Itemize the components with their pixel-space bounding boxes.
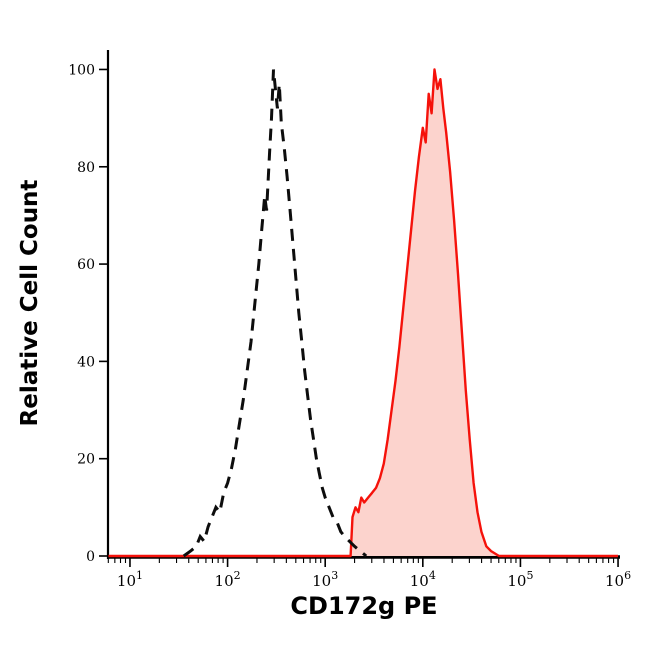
y-tick-label: 40 — [77, 354, 95, 370]
x-tick-exponent: 3 — [331, 569, 338, 582]
y-tick-label: 60 — [77, 257, 95, 273]
x-tick-exponent: 1 — [136, 569, 143, 582]
x-tick-label: 105 — [507, 569, 533, 590]
x-tick-exponent: 6 — [624, 569, 631, 582]
x-tick-label: 104 — [410, 569, 436, 590]
y-tick-label: 20 — [77, 452, 95, 468]
series-line-black-dashed — [182, 69, 368, 558]
series-fill-red-filled — [108, 69, 618, 556]
x-tick-label: 102 — [215, 569, 241, 590]
x-tick-exponent: 5 — [526, 569, 533, 582]
y-tick-label: 100 — [68, 62, 95, 78]
y-axis-title: Relative Cell Count — [17, 179, 43, 427]
x-axis-title: CD172g PE — [290, 592, 438, 620]
series-line-red-filled — [108, 68, 618, 558]
x-tick-label: 103 — [312, 569, 338, 590]
x-tick-label: 106 — [605, 569, 631, 590]
x-tick-exponent: 4 — [429, 569, 436, 582]
y-tick-label: 80 — [77, 160, 95, 176]
x-tick-label: 101 — [117, 569, 143, 590]
x-tick-exponent: 2 — [234, 569, 241, 582]
y-tick-label: 0 — [86, 549, 95, 565]
